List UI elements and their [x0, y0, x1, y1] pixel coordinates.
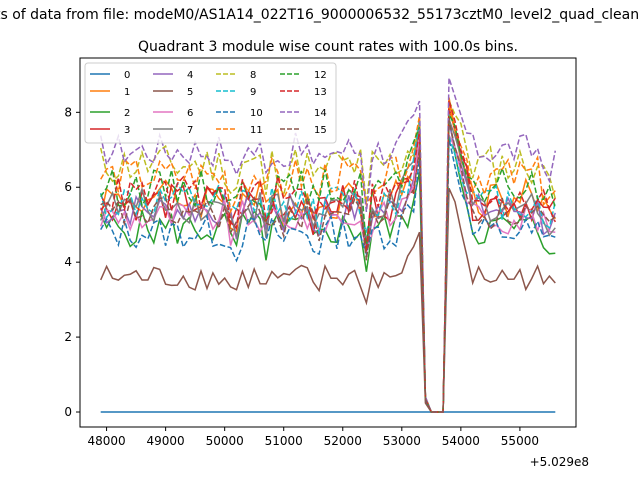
legend-label-1: 1: [124, 87, 130, 98]
legend-box: [84, 62, 337, 144]
y-tick-label: 0: [64, 405, 72, 419]
series-line-1: [99, 97, 556, 413]
chart-title: Quadrant 3 module wise count rates with …: [138, 39, 518, 55]
legend-label-7: 7: [187, 125, 193, 136]
x-tick-label: 55000: [501, 434, 539, 448]
legend-label-12: 12: [314, 70, 327, 81]
y-tick-label: 6: [64, 180, 72, 194]
y-tick-label: 4: [64, 255, 72, 269]
y-tick-label: 8: [64, 105, 72, 119]
x-tick-label: 48000: [87, 434, 125, 448]
series-line-6: [99, 134, 556, 413]
legend-label-11: 11: [250, 125, 263, 136]
legend-label-6: 6: [187, 108, 193, 119]
series-line-14: [99, 77, 557, 413]
plot-frame: [79, 57, 577, 428]
series-layer: [99, 77, 557, 413]
legend-label-14: 14: [314, 108, 327, 119]
x-tick-label: 50000: [206, 434, 244, 448]
legend-label-10: 10: [250, 108, 263, 119]
figure-suptitle: Plots of data from file: modeM0/AS1A14_0…: [0, 7, 640, 23]
x-tick-label: 53000: [383, 434, 421, 448]
series-line-2: [100, 116, 556, 413]
legend-label-0: 0: [124, 70, 130, 81]
legend-label-5: 5: [187, 87, 193, 98]
series-line-11: [100, 104, 556, 413]
series-line-3: [100, 107, 556, 413]
series-line-5: [100, 187, 556, 413]
legend-label-8: 8: [250, 70, 256, 81]
x-tick-label: 54000: [442, 434, 480, 448]
series-line-10: [100, 138, 556, 413]
x-tick-label: 52000: [324, 434, 362, 448]
series-line-12: [100, 113, 557, 413]
legend-label-13: 13: [314, 87, 327, 98]
legend-label-2: 2: [124, 108, 130, 119]
legend-label-15: 15: [314, 125, 327, 136]
legend-label-3: 3: [124, 125, 130, 136]
x-axis: 48000 49000 50000 51000 52000 53000 54000 55000: [87, 427, 539, 448]
series-line-15: [100, 120, 556, 413]
series-line-13: [100, 100, 556, 413]
legend-label-4: 4: [187, 70, 193, 81]
y-axis: 0 2 4 6 8: [64, 105, 80, 419]
x-tick-label: 51000: [265, 434, 303, 448]
series-line-8: [99, 100, 557, 413]
series-line-7: [100, 119, 556, 413]
x-offset-label: +5.029e8: [530, 455, 589, 469]
legend-label-9: 9: [250, 87, 256, 98]
x-tick-label: 49000: [147, 434, 185, 448]
y-tick-label: 2: [64, 330, 72, 344]
